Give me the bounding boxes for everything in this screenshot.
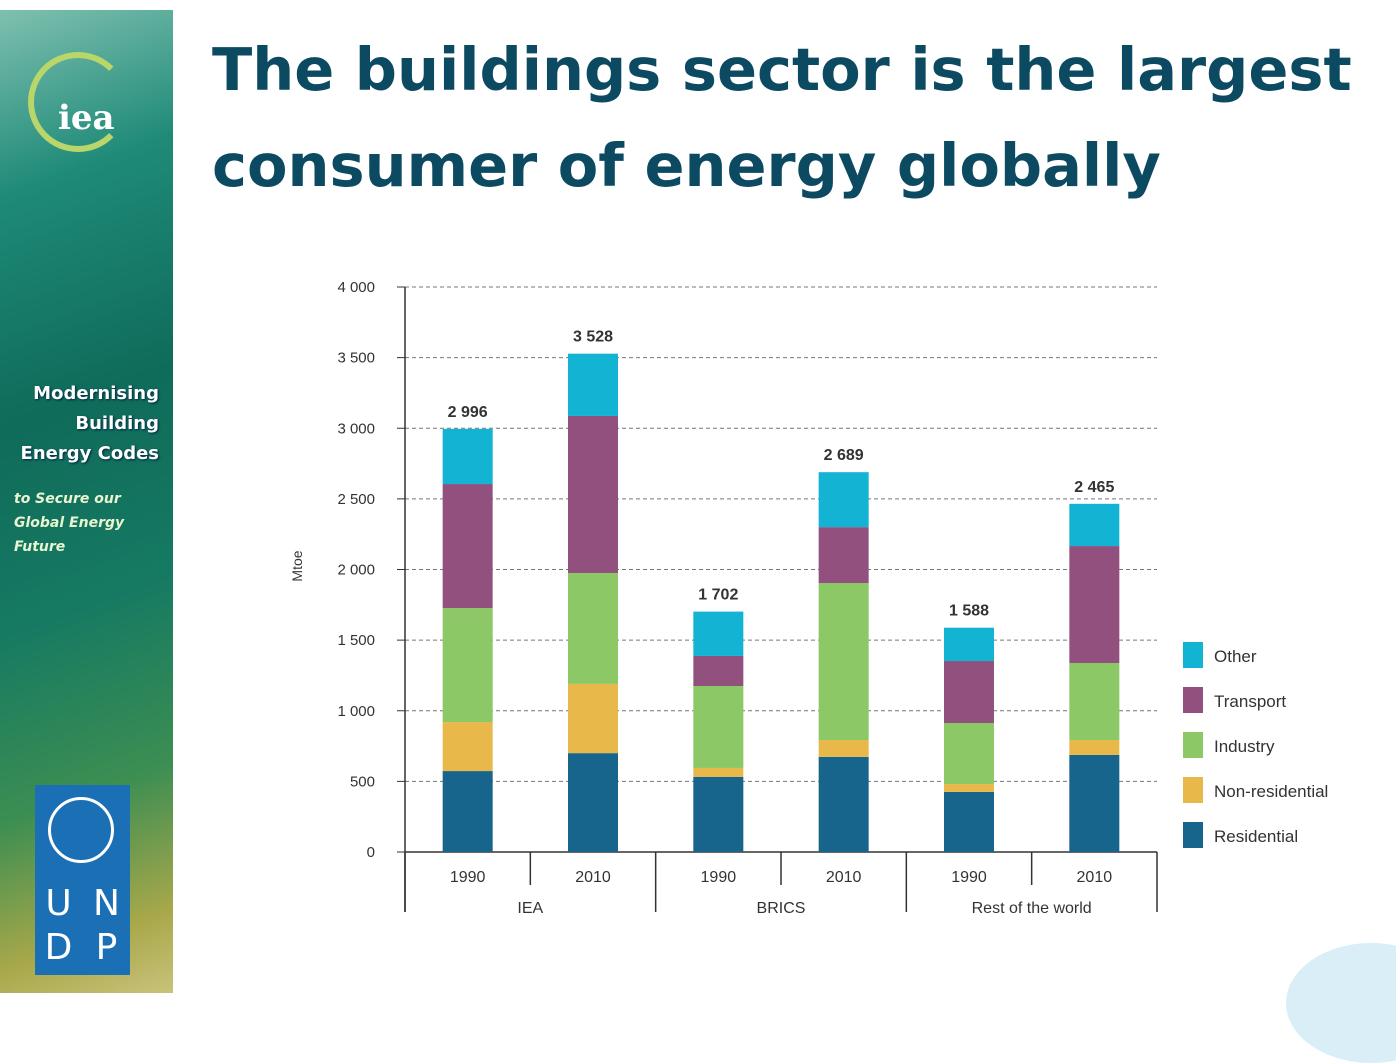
y-tick-label: 4 000 [337,279,375,296]
total-label: 2 996 [448,404,488,421]
sidebar-heading-line: Building [75,413,159,434]
bar-segment-residential [693,776,744,852]
total-label: 2 689 [824,447,864,464]
total-label: 2 465 [1074,479,1114,496]
bar-segment-non-residential [818,739,869,757]
stacked-bar-chart: 0 500 1 000 1 500 2 000 2 500 3 000 3 500 4 000 M… [289,279,1328,917]
undp-letter: U [45,883,72,924]
bar-segment-other [568,353,618,416]
bar-segment-residential [1069,754,1120,852]
bar-segment-industry [568,573,618,684]
bar-segment-non-residential [1069,739,1120,755]
bar-segment-industry [442,608,493,723]
bar-segment-industry [944,723,994,785]
bar-segment-industry [818,583,869,740]
x-tick-label: 2010 [1077,869,1113,886]
legend-label: Transport [1214,692,1286,711]
iea-logo [28,52,128,152]
sidebar-subtitle-line: Future [14,539,66,555]
legend-swatch [1183,822,1203,848]
bar-segment-industry [1069,663,1120,740]
x-tick-label: 1990 [450,869,486,886]
iea-logo-text: iea [58,98,115,138]
legend-label: Residential [1214,827,1298,846]
bar-segment-other [693,611,744,656]
legend-label: Other [1214,647,1257,666]
sidebar-heading-line: Modernising [33,383,159,404]
bar-segment-other [1069,503,1120,547]
bar-segment-residential [818,756,869,852]
y-tick-label: 1 500 [337,632,375,649]
y-tick-label: 3 000 [337,420,375,437]
legend-swatch [1183,642,1203,668]
undp-letter: D [44,927,73,968]
y-tick-label: 2 000 [337,562,375,579]
bar-segment-residential [568,753,618,852]
bar-segment-residential [944,791,994,852]
bar-segment-other [442,428,493,485]
undp-logo: U N D P [35,785,130,975]
legend-swatch [1183,777,1203,803]
bar-segment-transport [693,655,744,687]
y-tick-label: 0 [367,844,375,861]
group-label: BRICS [757,900,806,917]
total-label: 3 528 [573,329,613,346]
x-tick-label: 1990 [951,869,987,886]
sidebar-heading-line: Energy Codes [20,443,159,464]
y-tick-label: 1 000 [337,703,375,720]
total-label: 1 702 [698,587,738,604]
group-label: IEA [517,900,543,917]
y-axis-label: Mtoe [289,550,305,581]
y-tick-label: 500 [350,773,375,790]
legend-label: Non-residential [1214,782,1328,801]
sidebar-subtitle-line: Global Energy [14,515,125,531]
bar-segment-industry [693,686,744,768]
bar-segment-transport [1069,546,1120,664]
bar-segment-transport [442,484,493,609]
bar-segment-other [944,627,994,662]
x-tick-label: 2010 [575,869,611,886]
bar-segment-residential [442,771,493,852]
bar-segment-non-residential [693,767,744,777]
legend-swatch [1183,732,1203,758]
bar-segment-non-residential [568,683,618,754]
bar-segment-transport [944,661,994,724]
slide-title: The buildings sector is the largest cons… [212,35,1352,200]
bar-segment-other [818,472,869,528]
bar-segment-transport [818,527,869,584]
y-tick-label: 2 500 [337,491,375,508]
total-label: 1 588 [949,603,989,620]
group-label: Rest of the world [972,900,1092,917]
legend-label: Industry [1214,737,1275,756]
bar-segment-transport [568,415,618,574]
x-tick-label: 2010 [826,869,862,886]
y-tick-label: 3 500 [337,350,375,367]
un-emblem-icon [48,797,114,863]
undp-letter: P [95,927,118,968]
bar-segment-non-residential [944,784,994,792]
x-tick-label: 1990 [701,869,737,886]
bar-segment-non-residential [442,722,493,772]
undp-letter: N [93,883,120,924]
legend-swatch [1183,687,1203,713]
sidebar-subtitle-line: to Secure our [14,491,121,507]
